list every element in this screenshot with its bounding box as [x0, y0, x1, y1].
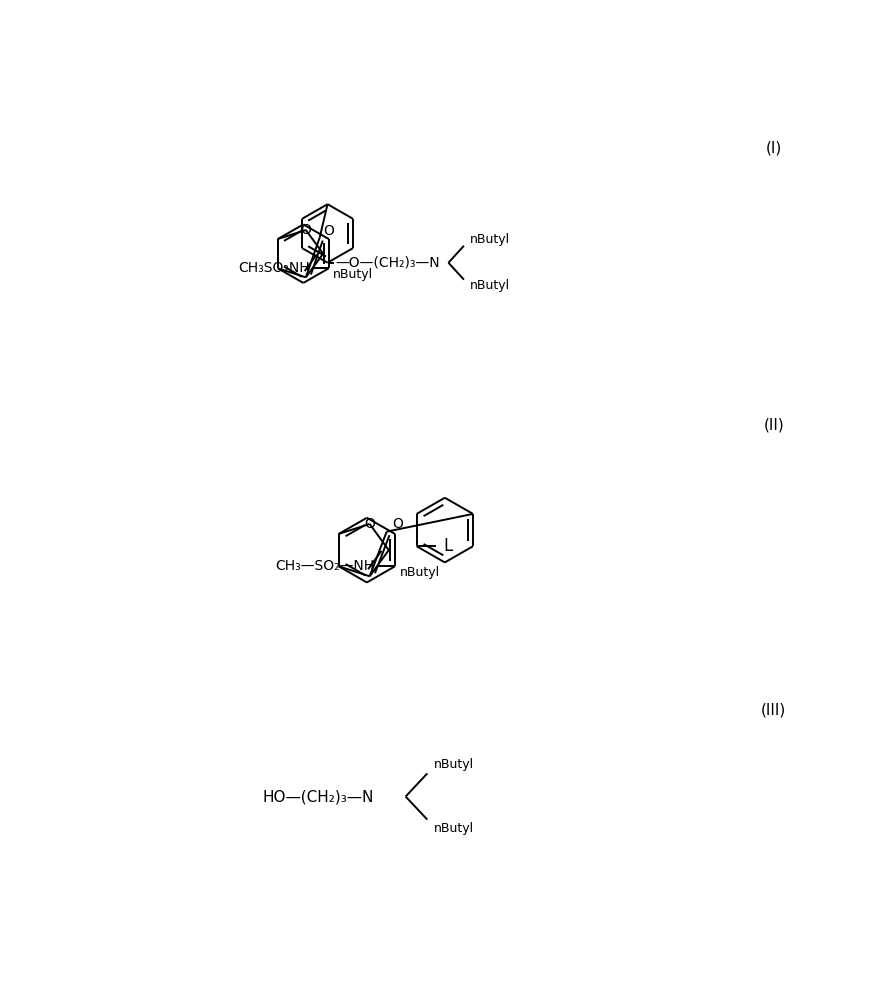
Text: nButyl: nButyl	[434, 823, 474, 835]
Text: nButyl: nButyl	[470, 279, 510, 292]
Text: —O—(CH₂)₃—N: —O—(CH₂)₃—N	[335, 256, 440, 270]
Text: CH₃—SO₂—NH: CH₃—SO₂—NH	[275, 559, 374, 573]
Text: (III): (III)	[761, 703, 787, 717]
Text: nButyl: nButyl	[470, 233, 510, 246]
Text: CH₃SO₂NH: CH₃SO₂NH	[238, 262, 309, 275]
Text: O: O	[392, 517, 403, 531]
Text: O: O	[364, 517, 375, 531]
Text: HO—(CH₂)₃—N: HO—(CH₂)₃—N	[262, 789, 373, 804]
Text: (I): (I)	[765, 141, 781, 156]
Text: nButyl: nButyl	[434, 758, 474, 771]
Text: nButyl: nButyl	[332, 268, 372, 280]
Text: (II): (II)	[764, 418, 784, 433]
Text: nButyl: nButyl	[400, 566, 440, 579]
Text: O: O	[300, 223, 311, 237]
Text: O: O	[324, 224, 334, 238]
Text: L: L	[444, 537, 453, 555]
